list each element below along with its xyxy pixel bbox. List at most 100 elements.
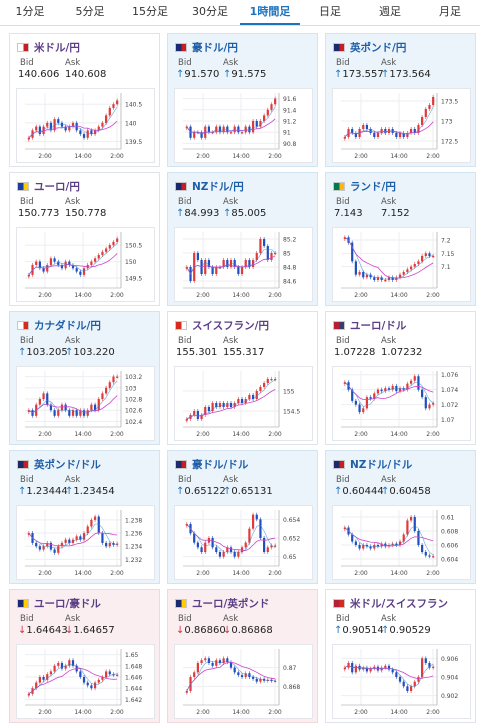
tab-5[interactable]: 日足	[319, 5, 341, 18]
fx-card[interactable]: 豪ドル/円 Bid Ask ↑91.570 ↑91.575 91.6 91.4 91.2 91 9…	[167, 33, 318, 167]
pair-title[interactable]: 米ドル/円	[34, 42, 80, 54]
y-tick-label: 172.5	[441, 139, 458, 146]
candle-body	[27, 693, 30, 696]
arrow-up-icon: ↑	[223, 208, 232, 219]
pair-title[interactable]: カナダドル/円	[34, 320, 101, 332]
candle-body	[251, 395, 255, 399]
candle-body	[79, 271, 82, 275]
pair-title[interactable]: 豪ドル/円	[192, 42, 238, 54]
candle-body	[207, 126, 211, 133]
fx-card[interactable]: スイスフラン/円 Bid Ask 155.301 155.317 155 154.5 2:00…	[167, 311, 318, 445]
tab-0[interactable]: 1分足	[15, 5, 45, 18]
arrow-down-icon: ↓	[176, 625, 185, 636]
fx-card[interactable]: NZドル/ドル Bid Ask ↑0.60444 ↑0.60458 0.61 0.608 0.…	[325, 450, 476, 584]
ask-value: ↑0.65131	[223, 486, 273, 497]
x-tick-label: 14:00	[74, 431, 91, 438]
pair-title[interactable]: NZドル/円	[192, 181, 244, 193]
candle-body	[207, 260, 211, 267]
x-tick-label: 14:00	[390, 153, 407, 160]
y-tick-label: 90.8	[283, 141, 297, 148]
tab-4[interactable]: 1時間足	[240, 0, 300, 25]
candle-body	[380, 389, 383, 392]
pair-title[interactable]: ユーロ/英ポンド	[192, 598, 270, 610]
tab-2[interactable]: 15分足	[132, 5, 168, 18]
fx-card[interactable]: ユーロ/豪ドル Bid Ask ↓1.64643 ↓1.64657 1.65 1.648 1.…	[9, 589, 160, 723]
tab-3[interactable]: 30分足	[192, 5, 228, 18]
pair-title[interactable]: ユーロ/ドル	[350, 320, 407, 332]
pair-title[interactable]: NZドル/ドル	[350, 459, 413, 471]
ask-label: Ask	[65, 336, 81, 346]
y-tick-label: 1.646	[125, 675, 142, 682]
candle-body	[424, 397, 427, 409]
pair-title[interactable]: 英ポンド/円	[350, 42, 407, 54]
arrow-down-icon: ↓	[65, 625, 74, 636]
candle-body	[263, 239, 266, 246]
candle-body	[193, 411, 196, 415]
candle-body	[259, 239, 262, 253]
x-tick-label: 14:00	[74, 153, 91, 160]
flag-icon	[17, 460, 29, 469]
candle-body	[185, 126, 188, 129]
pair-title[interactable]: ユーロ/円	[34, 181, 80, 193]
fx-card[interactable]: ユーロ/ドル Bid Ask 1.07228 1.07232 1.076 1.074 1.07…	[325, 311, 476, 445]
candle-body	[57, 663, 60, 666]
fx-card[interactable]: ユーロ/円 Bid Ask 150.773 150.778 150.5 150 149.5 2:…	[9, 172, 160, 306]
moving-average-short	[344, 663, 434, 687]
candle-body	[373, 277, 376, 280]
y-tick-label: 7.2	[441, 238, 451, 245]
fx-card[interactable]: ユーロ/英ポンド Bid Ask ↓0.86860 ↓0.86868 0.87 0.868 2…	[167, 589, 318, 723]
pair-title[interactable]: スイスフラン/円	[192, 320, 270, 332]
y-tick-label: 1.076	[441, 372, 458, 379]
candle-body	[413, 517, 416, 531]
pair-title[interactable]: 米ドル/スイスフラン	[350, 598, 449, 610]
fx-card[interactable]: ランド/円 Bid Ask 7.143 7.152 7.2 7.15 7.1 2:00 14:00…	[325, 172, 476, 306]
flag-icon	[175, 460, 187, 469]
candle-body	[421, 545, 424, 552]
candle-body	[373, 545, 376, 549]
bid-label: Bid	[20, 614, 34, 624]
bid-label: Bid	[178, 58, 192, 68]
candle-body	[211, 132, 214, 134]
fx-card[interactable]: 米ドル/スイスフラン Bid Ask ↑0.90514 ↑0.90529 0.906 0.9…	[325, 589, 476, 723]
fx-card[interactable]: 英ポンド/円 Bid Ask ↑173.557 ↑173.564 173.5 173 172.…	[325, 33, 476, 167]
candle-body	[373, 133, 376, 137]
fx-card[interactable]: NZドル/円 Bid Ask ↑84.993 ↑85.005 85.2 85 84.8 84.6…	[167, 172, 318, 306]
y-tick-label: 155	[283, 389, 295, 396]
fx-card[interactable]: カナダドル/円 Bid Ask ↑103.205 ↑103.220 103.2 103 102…	[9, 311, 160, 445]
candle-body	[112, 241, 115, 246]
mini-candle-chart: 91.6 91.4 91.2 91 90.8 2:00 14:00 2:00	[174, 88, 313, 163]
fx-card[interactable]: 米ドル/円 Bid Ask 140.606 140.608 140.5 140 139.5 2:…	[9, 33, 160, 167]
candle-body	[185, 524, 188, 526]
candle-body	[101, 677, 104, 680]
bid-label: Bid	[20, 336, 34, 346]
candle-body	[90, 404, 93, 411]
candle-body	[97, 126, 100, 131]
y-tick-label: 1.236	[125, 531, 142, 538]
tab-1[interactable]: 5分足	[75, 5, 105, 18]
candle-body	[354, 133, 357, 137]
candle-body	[259, 678, 262, 682]
pair-title[interactable]: 豪ドル/ドル	[192, 459, 249, 471]
moving-average-short	[344, 237, 434, 280]
fx-card[interactable]: 英ポンド/ドル Bid Ask ↑1.23444 ↑1.23454 1.238 1.236 1…	[9, 450, 160, 584]
x-tick-label: 14:00	[74, 292, 91, 299]
candle-body	[108, 382, 111, 388]
bid-label: Bid	[336, 336, 350, 346]
candle-body	[218, 660, 222, 663]
pair-title[interactable]: 英ポンド/ドル	[34, 459, 101, 471]
candle-body	[251, 514, 255, 529]
candle-body	[384, 129, 387, 133]
y-tick-label: 7.15	[441, 251, 455, 258]
candle-body	[116, 238, 119, 242]
bid-value: 140.606	[18, 69, 60, 80]
fx-card[interactable]: 豪ドル/ドル Bid Ask ↑0.65122 ↑0.65131 0.654 0.652 0.…	[167, 450, 318, 584]
ask-label: Ask	[223, 197, 239, 207]
candle-body	[116, 674, 119, 676]
candle-body	[233, 667, 236, 673]
tab-6[interactable]: 週足	[379, 5, 401, 18]
ask-value: ↓1.64657	[65, 625, 115, 636]
tab-7[interactable]: 月足	[439, 5, 461, 18]
pair-title[interactable]: ランド/円	[350, 181, 396, 193]
pair-title[interactable]: ユーロ/豪ドル	[34, 598, 101, 610]
y-tick-label: 150	[125, 259, 137, 266]
